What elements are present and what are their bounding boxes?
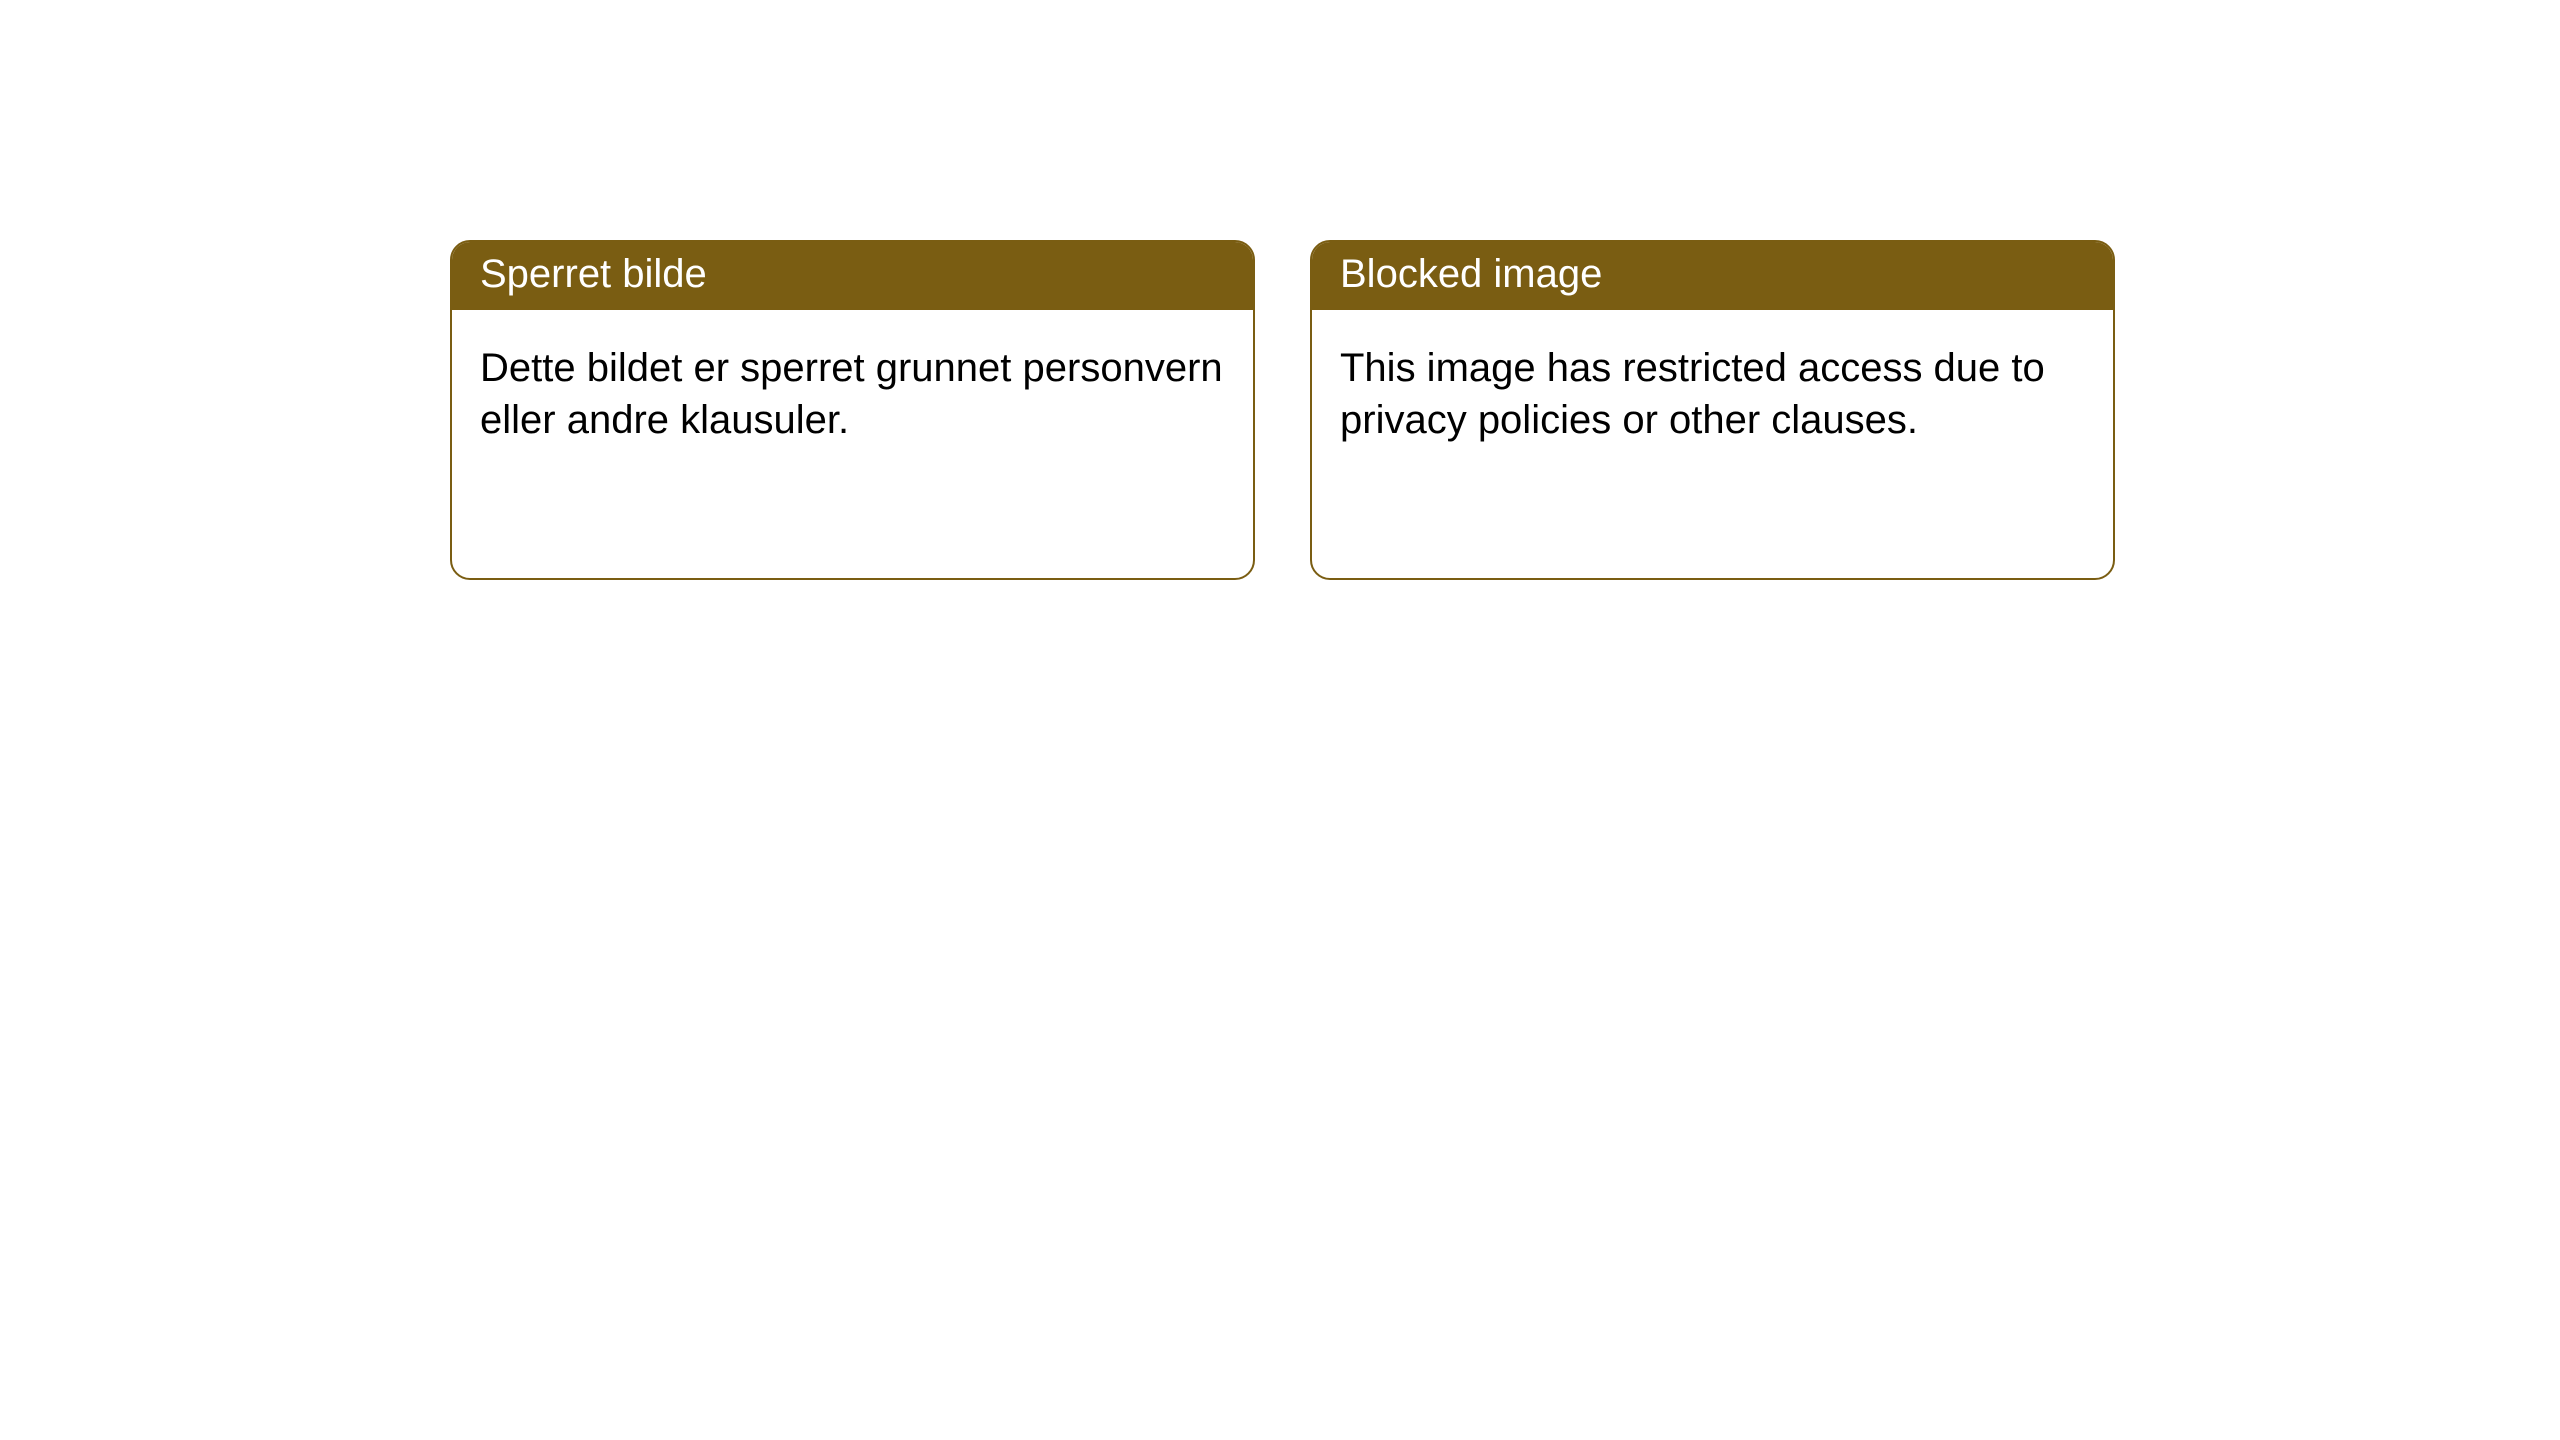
blocked-notice-card-en: Blocked image This image has restricted … <box>1310 240 2115 580</box>
card-header: Blocked image <box>1312 242 2113 310</box>
blocked-notice-card-no: Sperret bilde Dette bildet er sperret gr… <box>450 240 1255 580</box>
notice-container: Sperret bilde Dette bildet er sperret gr… <box>0 0 2560 580</box>
card-body: This image has restricted access due to … <box>1312 310 2113 478</box>
card-header: Sperret bilde <box>452 242 1253 310</box>
card-body: Dette bildet er sperret grunnet personve… <box>452 310 1253 478</box>
